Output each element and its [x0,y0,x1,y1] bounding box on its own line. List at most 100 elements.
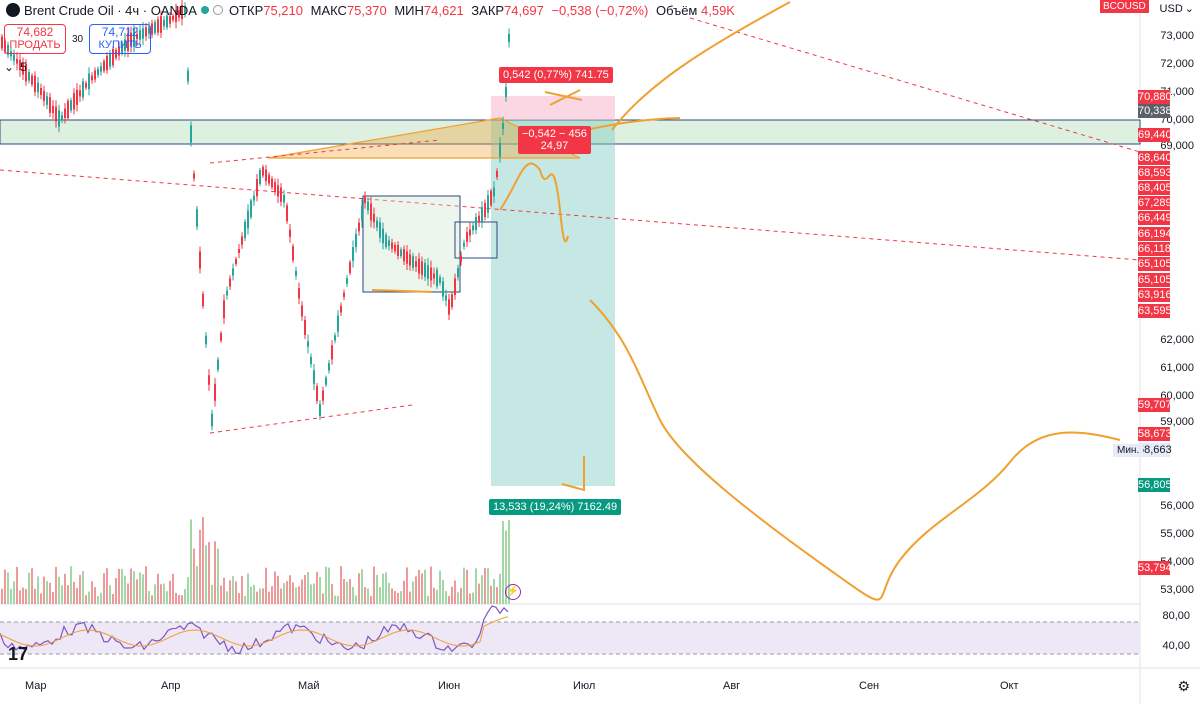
candle [265,169,267,181]
volume-bar [262,588,264,604]
candle [346,278,348,284]
volume-bar [370,595,372,604]
candle [433,273,435,279]
candle [331,345,333,360]
volume-bar [100,592,102,604]
candle [94,70,96,80]
candle [487,195,489,213]
candle [286,205,288,222]
candle [160,16,162,33]
candle [112,48,114,66]
price-change: −0,538 (−0,72%) [551,2,649,18]
volume-bar [259,588,261,604]
candle [478,215,480,223]
measure-tag-mid: −0,542 − 456 24,97 [518,126,591,154]
candle [127,33,129,51]
sell-button[interactable]: 74,682 ПРОДАТЬ [4,24,66,54]
volume-bars [1,517,510,604]
volume-value: 4,59K [701,2,735,18]
candle [304,319,306,336]
symbol-title[interactable]: Brent Crude Oil · 4ч · OANDA [0,3,223,18]
volume-bar [277,575,279,604]
candle [418,258,420,274]
candle [253,195,255,201]
currency-selector[interactable]: USD ⌄ [1159,2,1194,16]
volume-bar [250,586,252,604]
volume-bar [82,571,84,604]
volume-bar [334,595,336,604]
candle [340,305,342,313]
volume-bar [118,568,120,604]
forecast-drop [589,299,1121,601]
gear-icon[interactable]: ⚙ [1177,678,1190,694]
candle [298,288,300,299]
candle [238,248,240,254]
volume-bar [229,580,231,604]
volume-bar [40,593,42,604]
candle [283,194,285,203]
price-badge: 63,595 [1138,304,1172,318]
volume-bar [340,566,342,604]
candle [226,290,228,296]
volume-bar [355,595,357,604]
candle [460,255,462,262]
price-tick: 59,000 [1160,416,1194,428]
volume-bar [295,587,297,604]
volume-bar [409,591,411,604]
volume-bar [412,581,414,604]
volume-bar [199,529,201,604]
volume-bar [457,592,459,604]
month-label: Июн [438,680,461,692]
volume-bar [139,572,141,604]
events-icon[interactable]: ⚡ [505,584,521,600]
volume-bar [253,584,255,604]
candle [391,242,393,249]
candle [307,341,309,347]
volume-bar [490,585,492,604]
volume-bar [67,585,69,604]
volume-bar [31,568,33,604]
chevron-down-icon: ⌄ [1184,3,1194,15]
candle [196,209,198,227]
forecast-x [544,89,583,106]
candle [118,46,120,56]
candle [82,81,84,98]
volume-bar [493,578,495,604]
indicators-toggle[interactable]: ⌄ 5 [4,60,27,74]
red-trendline-3 [209,139,441,164]
volume-bar [364,587,366,604]
volume-bar [394,590,396,604]
volume-bar [13,581,15,604]
volume-bar [109,585,111,604]
volume-bar [415,576,417,604]
volume-bar [208,542,210,604]
price-badge: 67,289 [1138,196,1172,210]
candle [145,27,147,37]
symbol-name: Brent Crude Oil · 4ч · OANDA [24,2,197,18]
candle [235,258,237,265]
volume-bar [34,588,36,604]
volume-bar [421,573,423,604]
volume-bar [367,588,369,604]
volume-bar [388,582,390,604]
volume-bar [289,575,291,604]
price-tick: 56,000 [1160,500,1194,512]
candle [136,33,138,40]
volume-bar [190,519,192,604]
candle [163,19,165,27]
volume-bar [400,591,402,604]
candle [76,89,78,105]
candle [289,229,291,237]
buy-button[interactable]: 74,712 КУПИТЬ [89,24,152,54]
candles [1,0,510,431]
volume-bar [469,593,471,604]
candle [274,182,276,192]
candle [451,294,453,308]
candle [187,70,189,82]
tradingview-logo-icon[interactable]: 17 [8,644,29,664]
visibility-icon[interactable] [212,5,223,15]
rsi-tick: 80,00 [1162,610,1190,622]
volume-bar [358,573,360,604]
market-status-icon [200,6,209,14]
